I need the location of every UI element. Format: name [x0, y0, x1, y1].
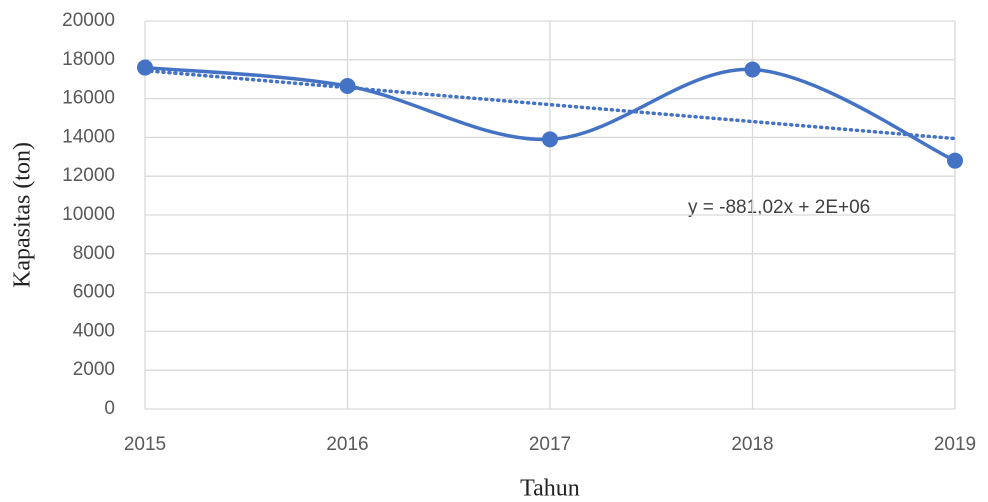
- y-tick-label: 18000: [62, 49, 115, 70]
- marker: [339, 77, 356, 94]
- x-axis-label: Tahun: [520, 476, 580, 502]
- y-tick-label: 14000: [62, 126, 115, 147]
- y-tick-label: 10000: [62, 204, 115, 225]
- marker: [137, 59, 153, 76]
- marker: [947, 152, 963, 169]
- y-tick-label: 6000: [73, 282, 115, 303]
- x-tick-label: 2017: [529, 434, 571, 455]
- marker: [744, 61, 761, 78]
- trendline: [143, 68, 957, 141]
- y-tick-label: 8000: [73, 243, 115, 264]
- y-axis-label: Kapasitas (ton): [10, 142, 36, 288]
- trendline-equation: y = -881,02x + 2E+06: [688, 197, 870, 218]
- y-tick-label: 0: [104, 398, 115, 419]
- y-tick-label: 12000: [62, 165, 115, 186]
- y-tick-label: 4000: [73, 320, 115, 341]
- y-tick-label: 16000: [62, 88, 115, 109]
- marker: [542, 131, 558, 148]
- y-tick-label: 20000: [62, 10, 115, 31]
- y-tick-label: 2000: [73, 359, 115, 380]
- x-tick-label: 2016: [326, 434, 368, 455]
- x-tick-label: 2015: [124, 434, 166, 455]
- x-tick-label: 2019: [934, 434, 976, 455]
- x-tick-label: 2018: [731, 434, 773, 455]
